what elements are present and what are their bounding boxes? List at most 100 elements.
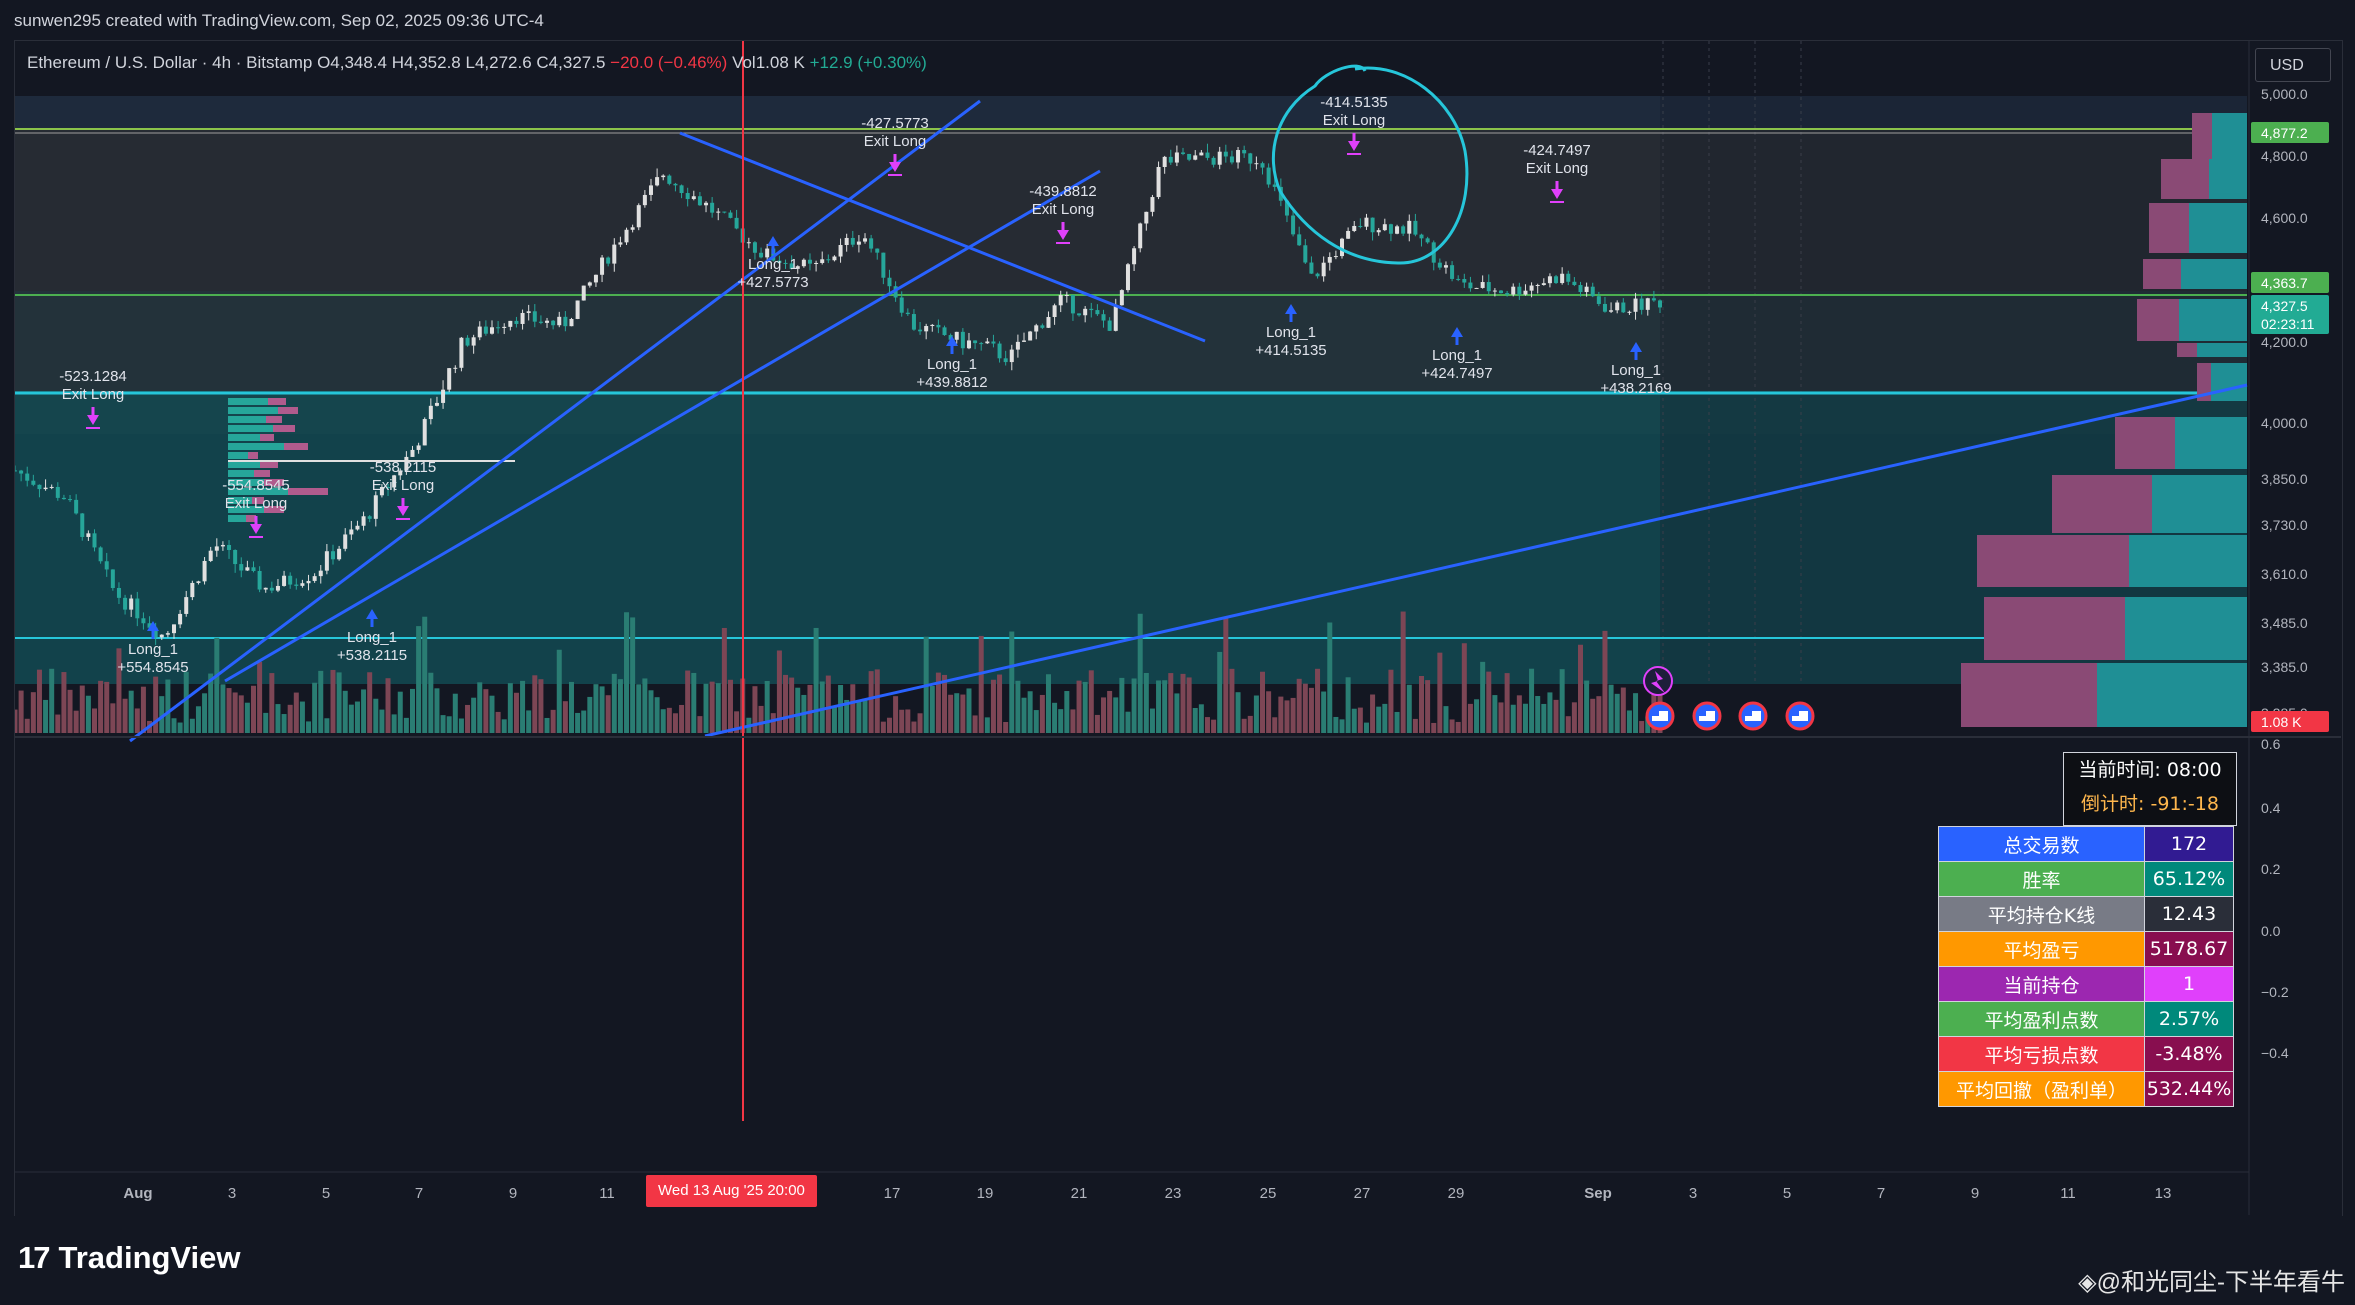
candle-body — [288, 575, 293, 585]
volume-profile-bar — [2192, 113, 2212, 159]
volume-bar — [911, 721, 917, 733]
volume-bar — [1382, 703, 1388, 733]
candle-body — [1052, 305, 1057, 318]
candle-body — [1364, 217, 1369, 227]
volume-bar — [428, 672, 434, 733]
candle-body — [1541, 283, 1546, 286]
candle-body — [899, 297, 904, 313]
volume-bar — [287, 704, 293, 733]
trade-value-label: -439.8812 — [1029, 183, 1097, 200]
volume-bar — [1486, 671, 1492, 733]
candle-body — [838, 244, 843, 257]
candle-body — [110, 569, 115, 589]
candle-body — [410, 449, 415, 457]
event-flags[interactable] — [1643, 666, 1815, 731]
volume-bar — [452, 693, 458, 733]
currency-button[interactable]: USD — [2255, 48, 2331, 82]
candle-body — [1523, 290, 1528, 295]
volume-bar — [1443, 706, 1449, 733]
symbol-title[interactable]: Ethereum / U.S. Dollar · 4h · Bitstamp — [27, 53, 313, 72]
volume-bar — [1584, 680, 1590, 733]
stats-row: 平均持仓K线 12.43 — [1938, 896, 2234, 932]
volume-bar — [1082, 681, 1088, 733]
oscillator-tick-label: −0.4 — [2261, 1045, 2289, 1061]
candle-body — [526, 311, 531, 313]
volume-profile-bar — [1984, 597, 2125, 660]
volume-bar — [538, 679, 544, 733]
candle-body — [1113, 305, 1118, 331]
candle-body — [441, 389, 446, 403]
volume-bar — [1614, 693, 1620, 733]
candle-body — [826, 259, 831, 261]
trade-value-label: Long_1 — [347, 629, 397, 646]
volume-bar — [269, 673, 275, 733]
volume-bar — [844, 699, 850, 733]
candle-body — [685, 193, 690, 200]
volume-bar — [477, 682, 483, 733]
candle-body — [557, 316, 562, 326]
candle-body — [355, 525, 360, 530]
candle-body — [1566, 273, 1571, 282]
volume-bar — [1021, 697, 1027, 733]
volume-bar — [789, 677, 795, 733]
price-badge: 4,327.5 — [2251, 295, 2329, 316]
stats-label: 平均盈亏 — [1938, 931, 2145, 967]
candle-body — [514, 320, 519, 324]
candle-body — [924, 326, 929, 332]
tradingview-logo[interactable]: 17 TradingView — [18, 1240, 241, 1276]
volume-profile-bar — [2052, 475, 2152, 533]
volume-bar — [440, 715, 446, 733]
price-axis[interactable]: 5,000.04,800.04,600.04,400.04,200.04,000… — [2251, 86, 2329, 1061]
candle-body — [679, 185, 684, 194]
candle-body — [1187, 153, 1192, 160]
candle-body — [930, 324, 935, 327]
volume-bar — [972, 715, 978, 733]
time-axis[interactable]: Aug 3 5 7 9 11 17 19 21 23 25 27 29 Sep 3 5 7 9 11 13 — [123, 1185, 2171, 1202]
candle-body — [25, 473, 30, 481]
candle-body — [575, 300, 580, 319]
candle-body — [918, 329, 923, 332]
candle-body — [483, 326, 488, 334]
volume-bar — [1461, 643, 1467, 733]
oscillator-tick-label: 0.4 — [2261, 800, 2281, 816]
candle-body — [1462, 279, 1467, 283]
candle-body — [1070, 295, 1075, 314]
top-zone — [15, 96, 2247, 128]
arrow-down-icon — [250, 516, 262, 534]
trade-type-label: +554.8545 — [117, 659, 188, 676]
candle-body — [1064, 295, 1069, 297]
candle-body — [1443, 265, 1448, 268]
volume-bar — [1559, 669, 1565, 733]
volume-bar — [318, 670, 324, 733]
volume-bar — [501, 719, 507, 733]
symbol-legend[interactable]: Ethereum / U.S. Dollar · 4h · Bitstamp O… — [27, 53, 927, 73]
price-badge: 4,363.7 — [2251, 272, 2329, 293]
volume-bar — [1211, 719, 1217, 733]
candle-body — [1437, 262, 1442, 268]
brand-name: TradingView — [58, 1240, 241, 1275]
candle-body — [991, 341, 996, 344]
price-tick-label: 3,485.0 — [2261, 615, 2308, 631]
price-badge: 02:23:11 — [2251, 313, 2329, 334]
trade-type-label: +414.5135 — [1255, 342, 1326, 359]
volume-bar — [342, 690, 348, 733]
candle-body — [1193, 155, 1198, 160]
candle-body — [1260, 163, 1265, 168]
trade-type-label: +538.2115 — [337, 647, 407, 664]
long-entry-marker: Long_1+538.2115 — [337, 609, 407, 664]
annotation-circle[interactable] — [1272, 64, 1469, 265]
candle-body — [239, 564, 244, 571]
candle-body — [1352, 225, 1357, 231]
trend-lines[interactable] — [129, 99, 2248, 743]
candle-body — [801, 259, 806, 267]
flag-icon — [1692, 701, 1722, 731]
stats-value: 65.12% — [2144, 861, 2234, 897]
candlestick-series[interactable] — [15, 143, 1662, 645]
candle-body — [1505, 293, 1510, 295]
candle-body — [777, 260, 782, 263]
candle-body — [453, 367, 458, 369]
candle-body — [863, 238, 868, 242]
candle-body — [1486, 282, 1491, 292]
